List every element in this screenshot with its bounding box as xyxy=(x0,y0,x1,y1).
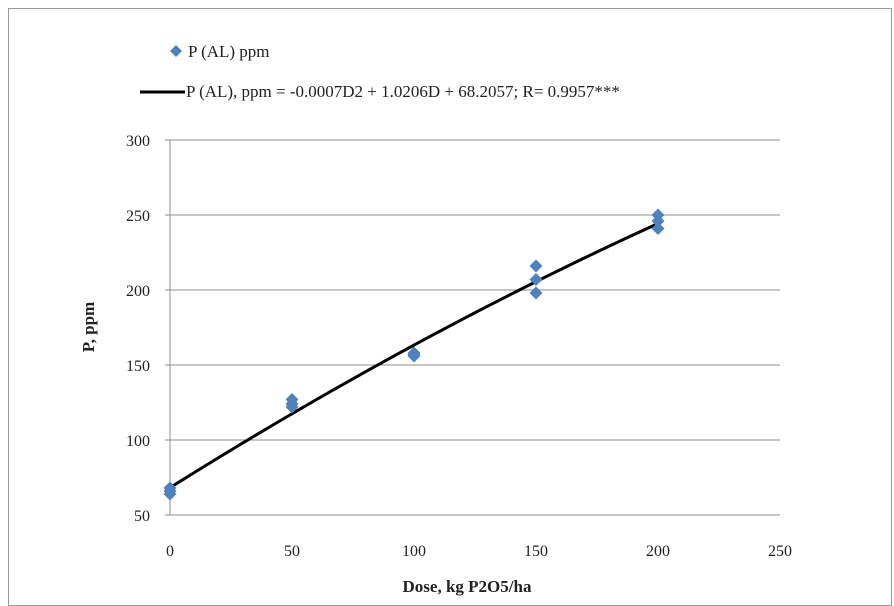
y-tick-label-300: 300 xyxy=(126,133,150,150)
y-tick-label-150: 150 xyxy=(126,358,150,375)
x-tick-label-0: 0 xyxy=(166,543,174,560)
y-tick-label-50: 50 xyxy=(134,508,150,525)
data-point-13 xyxy=(651,222,665,235)
legend-marker-diamond xyxy=(170,45,182,57)
data-point-11 xyxy=(529,273,543,286)
x-tick-label-200: 200 xyxy=(646,543,670,560)
chart-frame xyxy=(8,8,892,606)
data-point-14 xyxy=(651,214,665,228)
data-point-5 xyxy=(285,397,299,411)
trendline-path xyxy=(169,222,659,489)
gridlines xyxy=(170,139,780,441)
y-tick-labels: 50 100 150 200 250 300 xyxy=(126,133,150,525)
data-point-10 xyxy=(529,286,543,300)
legend-label-series-1: P (AL) ppm xyxy=(188,42,270,61)
y-tick-label-100: 100 xyxy=(126,433,150,450)
x-axis-title: Dose, kg P2O5/ha xyxy=(403,577,532,596)
data-points xyxy=(163,208,665,501)
data-point-8 xyxy=(407,348,421,361)
axes xyxy=(165,139,780,516)
data-point-9 xyxy=(529,259,543,273)
trendline xyxy=(169,222,659,489)
legend-label-trendline: P (AL), ppm = -0.0007D2 + 1.0206D + 68.2… xyxy=(186,82,620,101)
x-tick-labels: 0 50 100 150 200 250 xyxy=(166,543,792,560)
y-tick-label-250: 250 xyxy=(126,208,150,225)
x-tick-label-150: 150 xyxy=(524,543,548,560)
x-tick-label-250: 250 xyxy=(768,543,792,560)
x-tick-label-50: 50 xyxy=(284,543,300,560)
legend: P (AL) ppm P (AL), ppm = -0.0007D2 + 1.0… xyxy=(140,42,620,101)
y-tick-label-200: 200 xyxy=(126,283,150,300)
data-point-2 xyxy=(163,484,177,498)
x-tick-label-100: 100 xyxy=(402,543,426,560)
y-axis-title: P, ppm xyxy=(79,302,98,352)
